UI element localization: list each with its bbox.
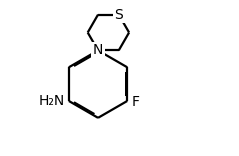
Text: S: S — [114, 8, 123, 22]
Text: F: F — [132, 95, 140, 109]
Text: N: N — [93, 43, 103, 57]
Text: H₂N: H₂N — [39, 94, 65, 108]
